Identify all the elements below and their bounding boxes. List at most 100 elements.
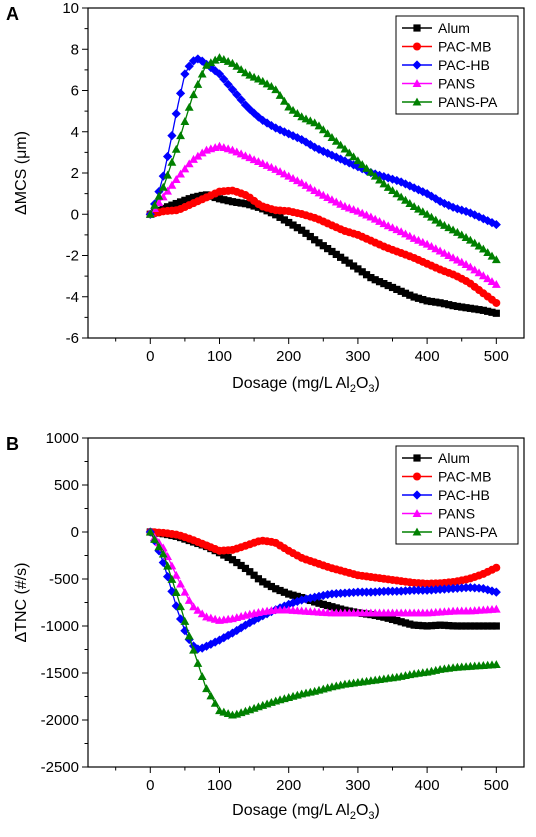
data-point	[461, 206, 471, 217]
data-point	[171, 109, 181, 119]
data-point	[370, 171, 380, 180]
data-point	[327, 195, 337, 204]
data-point	[491, 604, 501, 613]
data-point	[233, 198, 241, 206]
data-point	[228, 198, 237, 206]
data-point	[163, 561, 172, 570]
data-point	[236, 95, 246, 105]
data-point	[384, 614, 392, 622]
data-point	[180, 616, 190, 625]
data-point	[375, 217, 384, 225]
data-point	[184, 61, 194, 71]
y-tick-label: -1500	[41, 665, 79, 682]
data-point	[396, 192, 406, 201]
data-point	[167, 180, 177, 189]
series-line	[149, 145, 497, 285]
data-point	[227, 84, 238, 95]
data-point	[167, 574, 177, 583]
data-point	[306, 232, 314, 241]
data-point	[466, 304, 474, 312]
data-point	[474, 268, 484, 277]
y-tick-label: -1000	[41, 618, 79, 635]
data-point	[396, 586, 406, 596]
data-point	[197, 643, 207, 653]
legend-marker	[412, 490, 422, 500]
data-point	[444, 223, 454, 232]
data-point	[328, 247, 336, 256]
data-point	[275, 125, 285, 135]
data-point	[318, 590, 328, 601]
data-point	[262, 118, 272, 128]
y-tick-label: 1000	[46, 430, 79, 447]
series-pac-hb	[145, 54, 501, 230]
data-point	[418, 207, 428, 216]
data-point	[220, 196, 228, 204]
data-point	[184, 631, 194, 640]
data-point	[197, 69, 207, 78]
data-point	[419, 295, 427, 304]
data-point	[484, 622, 492, 630]
data-point	[288, 173, 298, 182]
data-point	[241, 200, 250, 208]
data-point	[258, 76, 268, 85]
data-point	[458, 303, 466, 311]
data-point	[410, 621, 418, 629]
data-point	[193, 605, 203, 614]
data-point	[167, 157, 177, 166]
chart-panel-B: B 0 100 200 300 400 500 -2500 -2000 -1500 -1000 -50…	[6, 430, 525, 822]
data-point	[275, 167, 285, 176]
data-point	[193, 79, 203, 88]
data-point	[475, 306, 483, 314]
data-point	[465, 235, 475, 244]
data-point	[263, 580, 271, 588]
data-point	[185, 195, 193, 203]
data-point	[210, 55, 220, 64]
y-tick-label: 0	[71, 524, 79, 541]
data-point	[426, 191, 437, 201]
data-point	[180, 626, 190, 636]
legend-marker	[413, 42, 421, 51]
x-tick-label: 0	[146, 777, 154, 794]
data-point	[302, 229, 310, 237]
data-point	[457, 257, 467, 266]
data-point	[224, 197, 232, 205]
data-point	[176, 131, 185, 140]
data-point	[431, 244, 441, 253]
data-point	[250, 571, 258, 579]
data-point	[271, 85, 281, 94]
data-point	[400, 586, 411, 596]
data-point	[241, 564, 250, 573]
x-tick-label: 300	[345, 348, 370, 365]
x-tick-label: 500	[484, 777, 509, 794]
data-point	[319, 242, 327, 250]
data-point	[214, 69, 225, 79]
data-point	[327, 133, 337, 141]
data-point	[145, 209, 155, 218]
data-point	[470, 265, 480, 274]
data-point	[396, 227, 406, 236]
data-point	[436, 299, 444, 307]
data-point	[305, 183, 315, 192]
x-tick-label: 300	[345, 777, 370, 794]
data-point	[189, 154, 198, 163]
data-point	[311, 236, 319, 244]
data-point	[314, 188, 324, 197]
data-point	[388, 186, 397, 195]
data-point	[259, 578, 267, 586]
data-point	[345, 259, 353, 267]
data-point	[171, 570, 181, 579]
data-point	[439, 584, 450, 594]
data-point	[491, 279, 501, 288]
data-point	[453, 302, 461, 311]
data-point	[414, 294, 423, 302]
data-point	[279, 127, 289, 137]
data-point	[171, 175, 181, 183]
series-pac-mb	[146, 528, 501, 588]
data-point	[492, 309, 500, 317]
data-point	[397, 287, 405, 295]
data-point	[478, 244, 488, 253]
data-point	[236, 65, 246, 74]
legend: Alum PAC-MB PAC-HB PANS PANS-PA	[395, 445, 519, 545]
data-point	[357, 160, 367, 169]
